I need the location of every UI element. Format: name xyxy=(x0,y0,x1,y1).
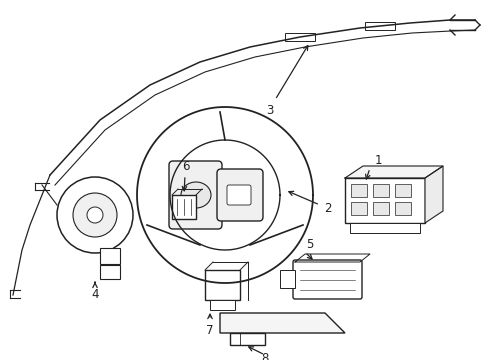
Bar xyxy=(372,184,388,197)
Bar xyxy=(100,248,120,264)
Ellipse shape xyxy=(181,182,210,208)
Bar xyxy=(172,195,196,219)
Polygon shape xyxy=(424,166,442,223)
Bar xyxy=(285,33,314,41)
Bar xyxy=(394,202,410,215)
Bar xyxy=(280,270,294,288)
Polygon shape xyxy=(345,166,442,178)
Bar xyxy=(229,333,264,345)
Polygon shape xyxy=(220,313,345,333)
Text: 7: 7 xyxy=(206,324,213,337)
Bar xyxy=(394,184,410,197)
Bar xyxy=(350,184,366,197)
FancyBboxPatch shape xyxy=(226,185,250,205)
FancyBboxPatch shape xyxy=(169,161,222,229)
Bar xyxy=(364,22,394,30)
Text: 3: 3 xyxy=(266,104,273,117)
Circle shape xyxy=(73,193,117,237)
Text: 6: 6 xyxy=(182,159,189,172)
Bar xyxy=(372,202,388,215)
Bar xyxy=(345,178,424,223)
Circle shape xyxy=(87,207,103,223)
Text: 5: 5 xyxy=(305,238,313,251)
Text: 1: 1 xyxy=(373,153,381,166)
Circle shape xyxy=(57,177,133,253)
Bar xyxy=(204,270,240,300)
Bar xyxy=(350,202,366,215)
Bar xyxy=(349,223,419,233)
FancyBboxPatch shape xyxy=(217,169,263,221)
Text: 4: 4 xyxy=(91,288,99,302)
Bar xyxy=(209,300,235,310)
Text: 8: 8 xyxy=(261,351,268,360)
FancyBboxPatch shape xyxy=(292,260,361,299)
Bar xyxy=(100,265,120,279)
Text: 2: 2 xyxy=(324,202,331,215)
